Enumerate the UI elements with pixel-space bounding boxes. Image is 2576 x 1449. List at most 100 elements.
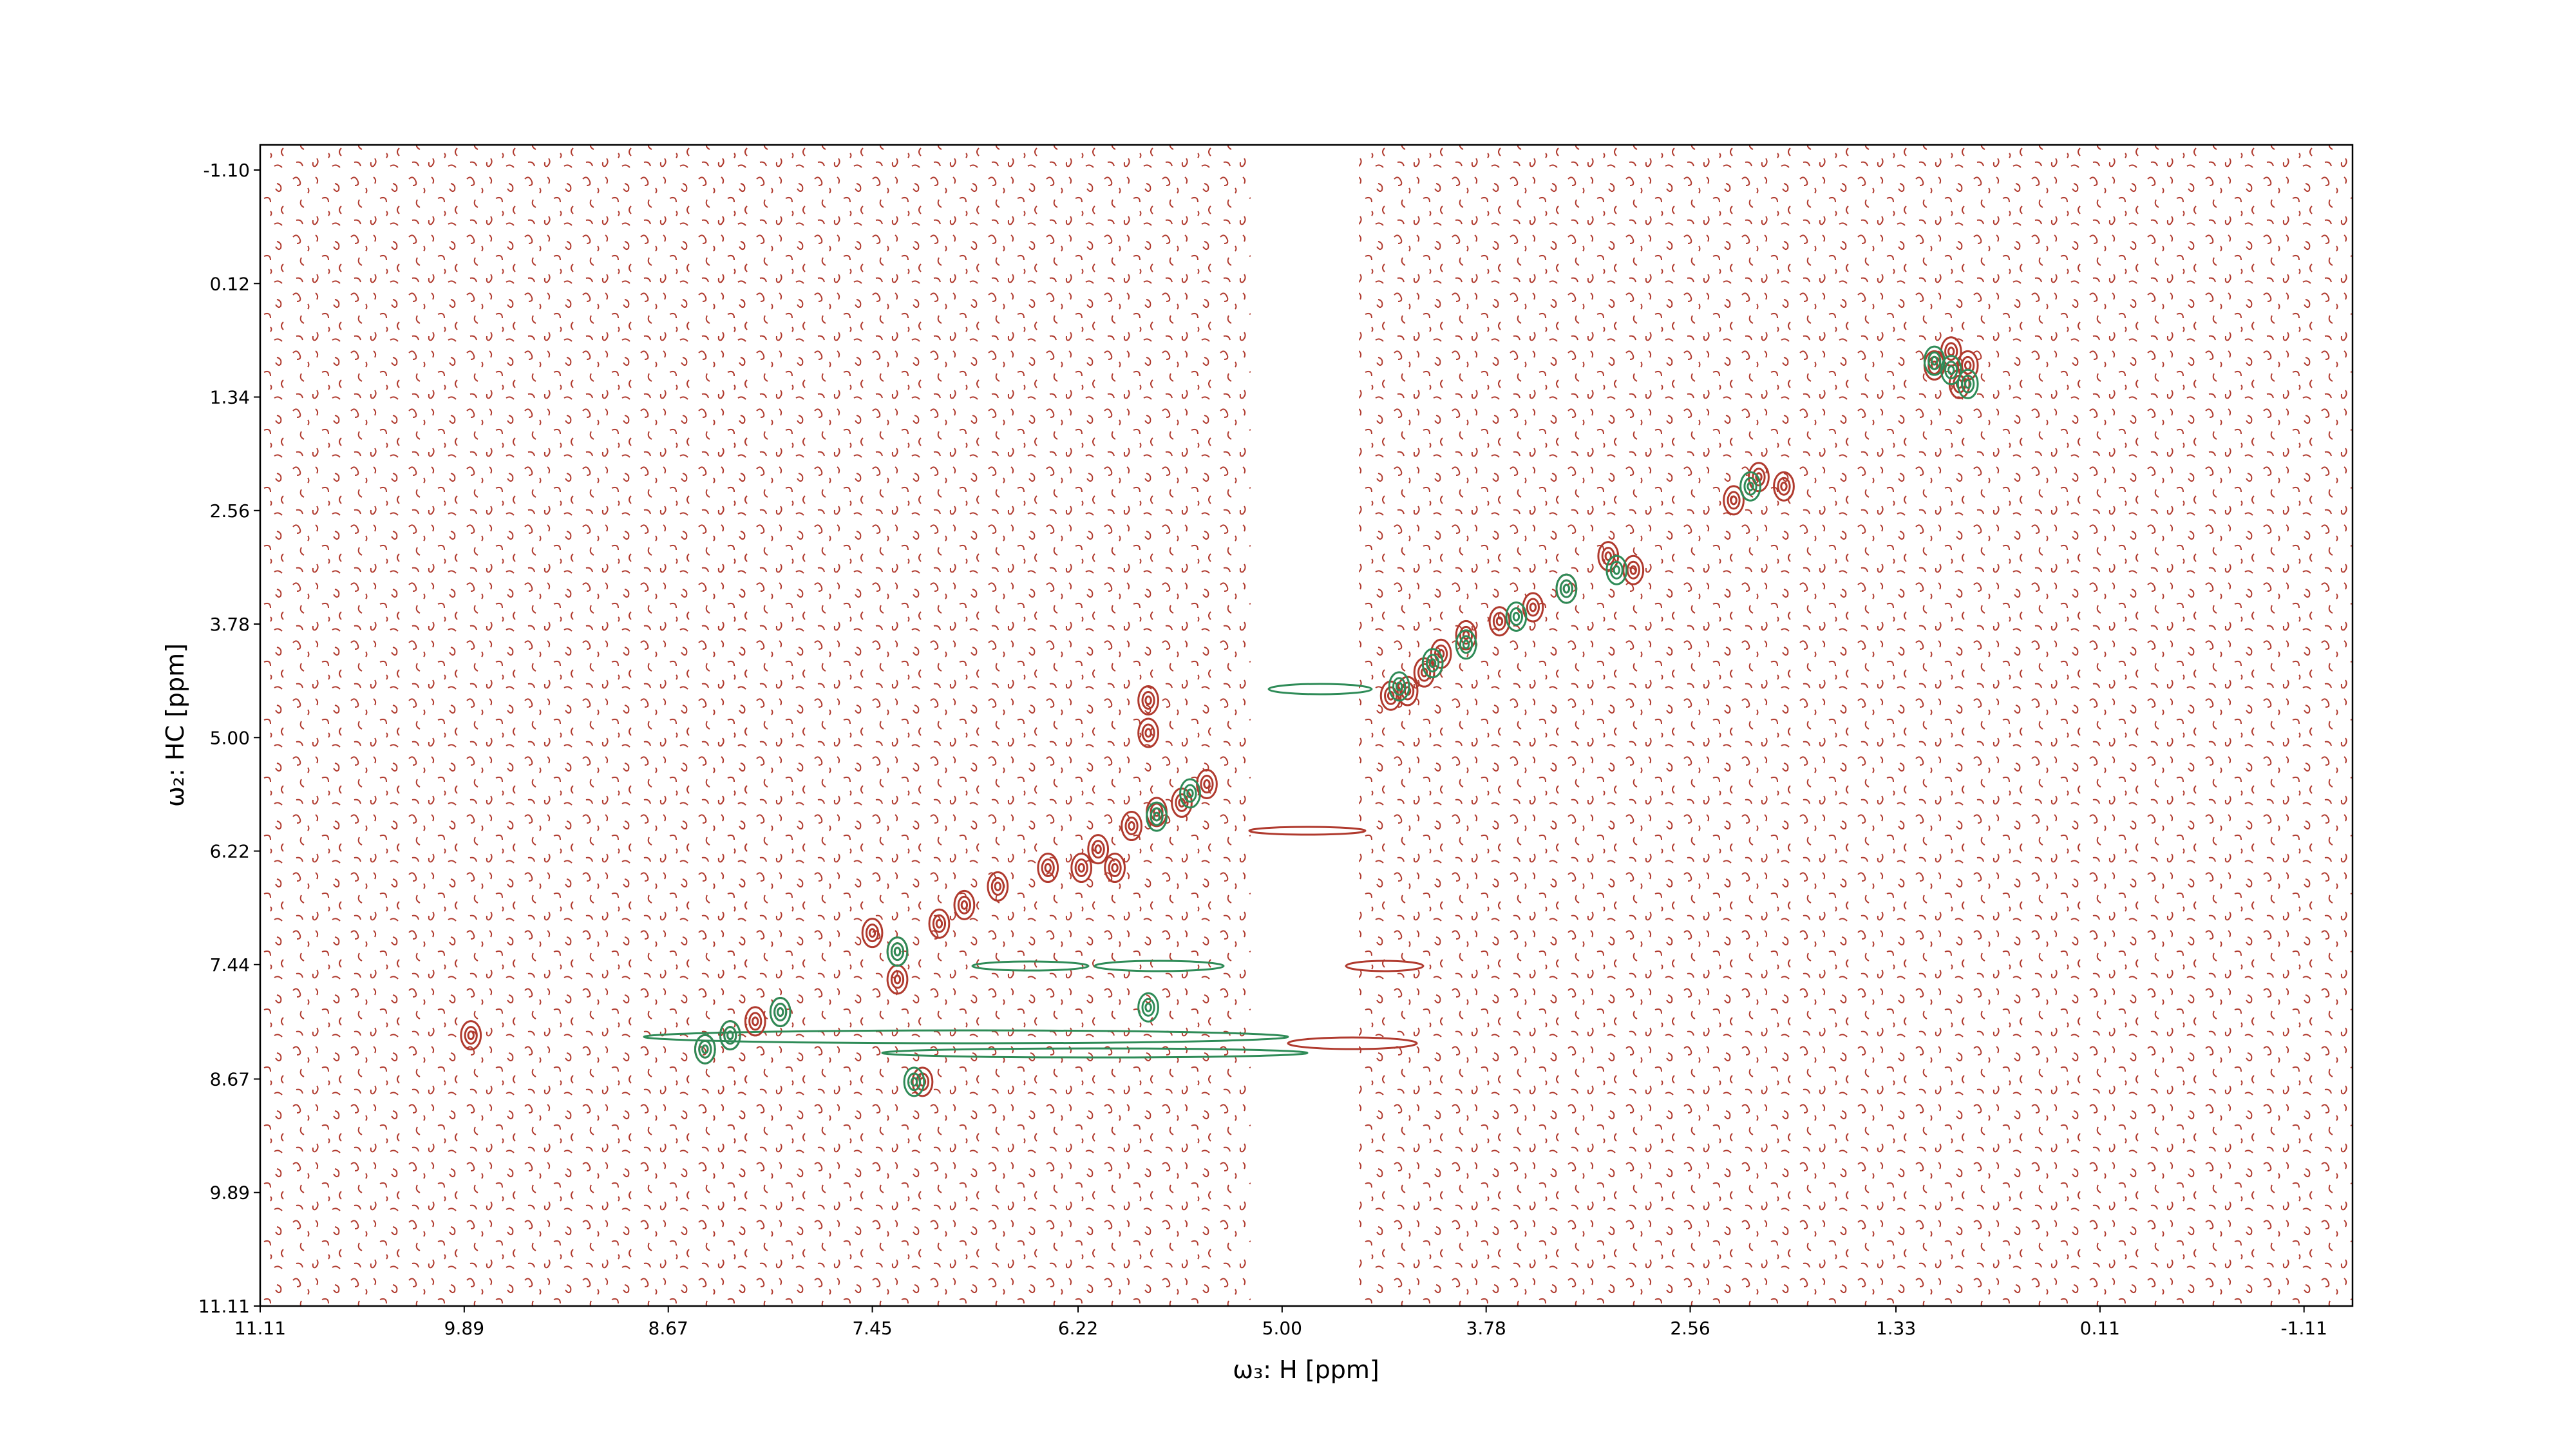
x-tick-label: 3.78 (1466, 1318, 1506, 1339)
peak-contour (1077, 863, 1085, 873)
peak-contour (1094, 844, 1102, 855)
peak-contour (701, 1044, 709, 1054)
peak-contour (1144, 1002, 1152, 1012)
peak-contour (1392, 677, 1406, 696)
peak-contour (1455, 620, 1477, 650)
peak-contour (1609, 560, 1624, 580)
peak-contour (1141, 690, 1155, 710)
peak-contour (1137, 685, 1159, 715)
peak-contour (890, 942, 905, 961)
y-tick-label: 3.78 (210, 614, 250, 635)
streak (881, 1047, 1309, 1059)
peak-contour (460, 1020, 482, 1051)
peak-contour (769, 996, 791, 1027)
solvent-streak (712, 145, 757, 1306)
peak-contour (694, 1034, 716, 1065)
peak-contour (1141, 723, 1155, 743)
peak-contour (1927, 351, 1942, 370)
x-tick-label: 1.33 (1876, 1318, 1916, 1339)
peak-contour (467, 1030, 475, 1041)
peak-contour (1153, 811, 1160, 822)
peak-contour (1613, 565, 1620, 575)
streak (643, 1029, 1289, 1045)
peak-contour (748, 1012, 762, 1031)
peak-contour (1425, 654, 1440, 673)
peak-contour (1041, 858, 1055, 878)
peak-contour (726, 1030, 734, 1041)
y-tick-label: 2.56 (210, 500, 250, 522)
peak-contour (1150, 807, 1164, 826)
y-tick-label: 11.11 (198, 1296, 250, 1317)
peak-contour (960, 900, 969, 910)
peak-contour (1462, 630, 1470, 640)
peak-contour (1961, 355, 1975, 375)
peak-contour (1091, 840, 1105, 859)
streak (1248, 826, 1367, 836)
peak-contour (903, 1066, 925, 1097)
peak-contour (1146, 801, 1168, 832)
peak-contour (777, 1007, 784, 1017)
peak-contour (1070, 853, 1093, 884)
y-tick-label: 0.12 (210, 273, 250, 294)
peak-contour (1512, 611, 1520, 621)
peak-contour (1428, 658, 1437, 668)
x-tick-label: 2.56 (1670, 1318, 1710, 1339)
peak-contour (1417, 663, 1432, 682)
peak-contour (1037, 853, 1059, 884)
peak-contour (1964, 379, 1972, 389)
streak (1267, 683, 1373, 696)
y-tick-label: -1.10 (204, 160, 250, 181)
peak-contour (861, 918, 884, 949)
peak-contour (886, 936, 909, 967)
peak-contour (1459, 635, 1473, 654)
peak-contour (1780, 481, 1788, 491)
streak (1345, 960, 1425, 972)
peak-contour (1505, 601, 1528, 632)
peak-contour (1509, 607, 1524, 626)
peak-contour (698, 1039, 712, 1059)
peak-contour (1175, 793, 1189, 812)
peak-contour (1121, 811, 1143, 842)
peak-contour (1459, 625, 1473, 645)
peak-contour (935, 918, 943, 929)
peak-contour (1044, 863, 1052, 873)
peak-contour (1727, 491, 1741, 510)
peak-contour (1137, 717, 1159, 748)
y-tick-label: 1.34 (210, 387, 250, 408)
peak-contour (1747, 481, 1754, 491)
y-tick-label: 5.00 (210, 727, 250, 748)
peak-contour (1108, 858, 1122, 878)
x-tick-label: -1.11 (2280, 1318, 2327, 1339)
peak-contour (910, 1077, 918, 1087)
peak-contour (1488, 606, 1511, 637)
y-tick-label: 8.67 (210, 1068, 250, 1090)
peak-contour (990, 876, 1005, 896)
y-tick-label: 9.89 (210, 1182, 250, 1204)
peak-contour (953, 889, 976, 920)
x-tick-label: 8.67 (649, 1318, 688, 1339)
peak-contour (928, 908, 951, 939)
peak-contour (1492, 612, 1507, 631)
peak-contour (994, 881, 1002, 891)
peak-contour (957, 895, 971, 914)
peak-contour (1562, 583, 1571, 594)
peak-contour (1104, 853, 1126, 884)
peak-contour (1526, 598, 1540, 617)
x-tick-label: 5.00 (1262, 1318, 1302, 1339)
peak-contour (893, 947, 902, 957)
peak-contour (890, 970, 905, 989)
y-tick-label: 7.44 (210, 954, 250, 976)
peak-contour (1144, 695, 1152, 705)
y-tick-label: 6.22 (210, 841, 250, 862)
peak-contour (1434, 644, 1448, 663)
peak-contour (1629, 565, 1637, 575)
x-axis-label: ω₃: H [ppm] (1233, 1356, 1379, 1384)
peak-contour (932, 914, 947, 933)
peak-contour (911, 1066, 934, 1097)
peak-contour (773, 1002, 788, 1021)
peak-contour (1124, 817, 1139, 836)
peak-contour (1605, 554, 1628, 585)
noise-texture (1359, 145, 2353, 1306)
peak-contour (1743, 477, 1757, 496)
